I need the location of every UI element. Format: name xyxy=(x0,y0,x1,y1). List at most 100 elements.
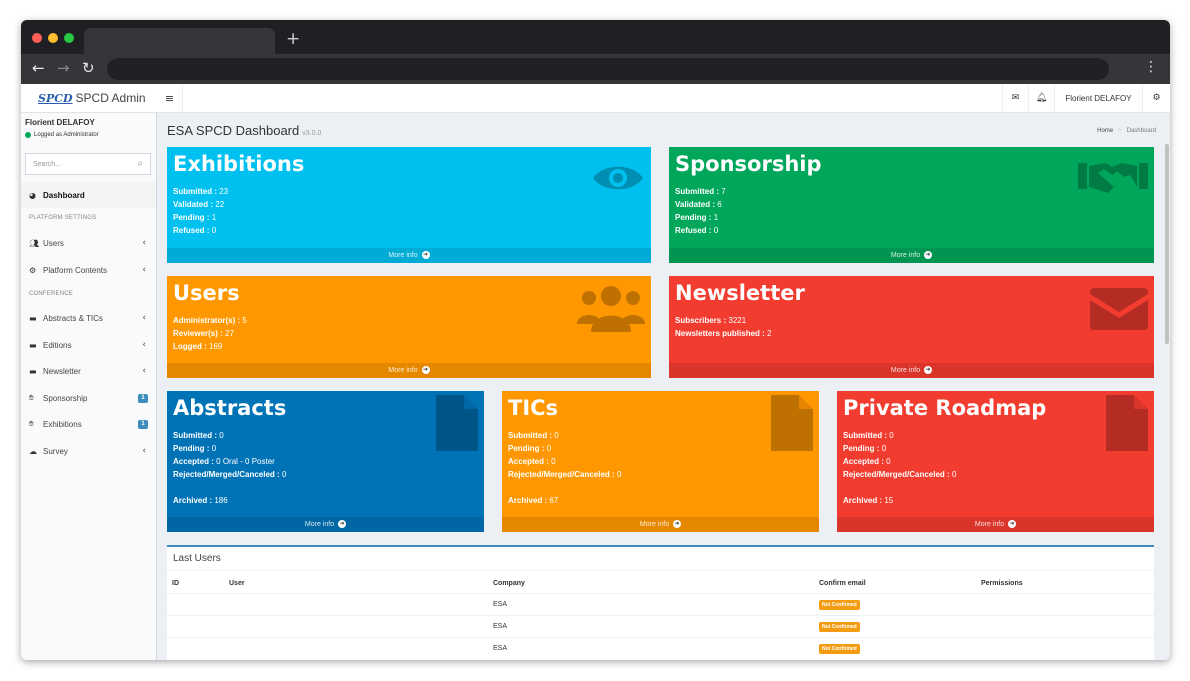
handshake-icon: ✋︎ xyxy=(29,419,34,428)
chevron-left-icon: ‹ xyxy=(142,265,146,275)
bell-icon[interactable]: 🔔︎ xyxy=(1028,84,1054,113)
box-title: Newsletter xyxy=(675,281,805,305)
file-icon xyxy=(436,395,478,451)
user-status-text: Logged as Administrator xyxy=(34,132,99,138)
box-stats: Submitted : 23 Validated : 22 Pending : … xyxy=(173,187,229,235)
hamburger-icon[interactable]: ≡ xyxy=(157,84,183,113)
browser-window: + ← → ↻ ⋮ SPCD SPCD Admin Florient DELAF… xyxy=(21,20,1170,660)
sidebar-item-dashboard[interactable]: ◕ Dashboard xyxy=(21,182,156,208)
more-info-link[interactable]: More info ➜ xyxy=(669,248,1154,263)
survey-icon: ☁︎ xyxy=(29,446,37,456)
sidebar-item-survey[interactable]: ☁︎ Survey ‹ xyxy=(21,438,156,464)
user-panel: Florient DELAFOY Logged as Administrator xyxy=(25,118,99,138)
handshake-icon xyxy=(1078,163,1148,193)
more-info-link[interactable]: More info ➜ xyxy=(502,517,819,532)
status-badge: Not Confirmed xyxy=(819,622,860,632)
search-icon[interactable]: ⌕ xyxy=(137,158,143,169)
box-title: Private Roadmap xyxy=(843,396,1047,420)
arrow-circle-right-icon: ➜ xyxy=(421,366,430,375)
chevron-left-icon: ‹ xyxy=(142,238,146,248)
browser-tab[interactable] xyxy=(84,28,275,54)
sidebar-item-platform-contents[interactable]: ⚙ Platform Contents ‹ xyxy=(21,257,156,283)
more-info-link[interactable]: More info ➜ xyxy=(167,248,651,263)
column-header-permissions: Permissions xyxy=(981,580,1023,587)
sidebar-item-label: Abstracts & TICs xyxy=(43,313,103,323)
mail-icon[interactable]: ✉ xyxy=(1002,84,1028,113)
settings-gears-icon[interactable]: ⚙ xyxy=(1142,84,1170,113)
sidebar-item-label: Editions xyxy=(43,340,72,350)
handshake-icon: ✋︎ xyxy=(29,393,34,402)
user-menu[interactable]: Florient DELAFOY xyxy=(1054,84,1142,113)
reload-icon[interactable]: ↻ xyxy=(82,59,95,77)
main-content: ESA SPCD Dashboard v3.0.0 Home > Dashboard … xyxy=(157,113,1170,660)
close-window-button[interactable] xyxy=(32,33,42,43)
sidebar-item-users[interactable]: 👥︎ Users ‹ xyxy=(21,230,156,256)
sidebar: SPCD SPCD Admin Florient DELAFOY Logged … xyxy=(21,84,157,660)
scrollbar[interactable] xyxy=(1165,144,1169,344)
sidebar-item-label: Sponsorship xyxy=(43,393,88,403)
gear-icon: ⚙ xyxy=(29,265,37,275)
status-badge: Not Confirmed xyxy=(819,600,860,610)
exhibitions-box: Exhibitions Submitted : 23 Validated : 2… xyxy=(167,147,651,263)
sidebar-item-newsletter[interactable]: ▬ Newsletter ‹ xyxy=(21,358,156,384)
address-bar[interactable] xyxy=(107,58,1109,80)
sidebar-item-sponsorship[interactable]: ✋︎ Sponsorship 1 xyxy=(21,385,156,411)
more-info-link[interactable]: More info ➜ xyxy=(669,363,1154,378)
search-placeholder: Search... xyxy=(33,161,62,168)
table-row[interactable]: ESA Not Confirmed xyxy=(167,593,1154,615)
topbar: ≡ ✉ 🔔︎ Florient DELAFOY ⚙ xyxy=(157,84,1170,113)
sidebar-item-label: Newsletter xyxy=(43,366,81,376)
sidebar-item-exhibitions[interactable]: ✋︎ Exhibitions 1 xyxy=(21,411,156,437)
box-stats: Subscribers : 3221 Newsletters published… xyxy=(675,316,772,338)
company-cell: ESA xyxy=(493,645,508,652)
folder-icon: ▬ xyxy=(29,366,37,376)
box-title: Users xyxy=(173,281,240,305)
arrow-circle-right-icon: ➜ xyxy=(338,520,347,529)
sidebar-item-label: Dashboard xyxy=(43,190,85,200)
dashboard-icon: ◕ xyxy=(29,190,36,200)
chevron-left-icon: ‹ xyxy=(142,313,146,323)
last-users-panel: Last Users ID User Company Confirm email… xyxy=(167,545,1154,660)
table-row[interactable]: ESA Not Confirmed xyxy=(167,615,1154,637)
forward-arrow-icon[interactable]: → xyxy=(57,59,70,77)
search-input[interactable]: Search... ⌕ xyxy=(25,153,151,175)
breadcrumb-current: Dashboard xyxy=(1126,128,1156,134)
sidebar-item-abstracts-tics[interactable]: ▬ Abstracts & TICs ‹ xyxy=(21,305,156,331)
new-tab-icon[interactable]: + xyxy=(286,29,301,49)
browser-tabbar: + xyxy=(21,20,1170,54)
sidebar-item-label: Survey xyxy=(43,446,68,456)
more-info-link[interactable]: More info ➜ xyxy=(837,517,1154,532)
user-name: Florient DELAFOY xyxy=(25,118,95,127)
minimize-window-button[interactable] xyxy=(48,33,58,43)
table-row[interactable]: ESA Not Confirmed xyxy=(167,637,1154,659)
folder-icon: ▬ xyxy=(29,340,37,350)
box-title: TICs xyxy=(508,396,559,420)
browser-menu-icon[interactable]: ⋮ xyxy=(1144,59,1158,75)
column-header-user: User xyxy=(229,580,245,587)
breadcrumb-home[interactable]: Home xyxy=(1097,128,1114,134)
menu-header-platform-settings: PLATFORM SETTINGS xyxy=(29,215,97,221)
box-stats: Submitted : 0 Pending : 0 Accepted : 0 O… xyxy=(173,431,287,505)
arrow-circle-right-icon: ➜ xyxy=(924,251,933,260)
company-cell: ESA xyxy=(493,601,508,608)
chevron-left-icon: ‹ xyxy=(142,340,146,350)
sidebar-item-editions[interactable]: ▬ Editions ‹ xyxy=(21,332,156,358)
file-icon xyxy=(771,395,813,451)
eye-icon xyxy=(593,166,643,190)
envelope-icon xyxy=(1090,288,1148,330)
file-icon xyxy=(1106,395,1148,451)
newsletter-box: Newsletter Subscribers : 3221 Newsletter… xyxy=(669,276,1154,378)
arrow-circle-right-icon: ➜ xyxy=(673,520,682,529)
more-info-link[interactable]: More info ➜ xyxy=(167,363,651,378)
logo[interactable]: SPCD SPCD Admin xyxy=(21,84,157,113)
box-stats: Submitted : 0 Pending : 0 Accepted : 0 R… xyxy=(508,431,622,505)
box-stats: Administrator(s) : 5 Reviewer(s) : 27 Lo… xyxy=(173,316,247,351)
online-status-icon xyxy=(25,132,31,138)
version-label: v3.0.0 xyxy=(302,130,322,137)
maximize-window-button[interactable] xyxy=(64,33,74,43)
page-title-text: ESA SPCD Dashboard xyxy=(167,123,300,138)
back-arrow-icon[interactable]: ← xyxy=(32,59,45,77)
chevron-left-icon: ‹ xyxy=(142,446,146,456)
abstracts-box: Abstracts Submitted : 0 Pending : 0 Acce… xyxy=(167,391,484,532)
more-info-link[interactable]: More info ➜ xyxy=(167,517,484,532)
